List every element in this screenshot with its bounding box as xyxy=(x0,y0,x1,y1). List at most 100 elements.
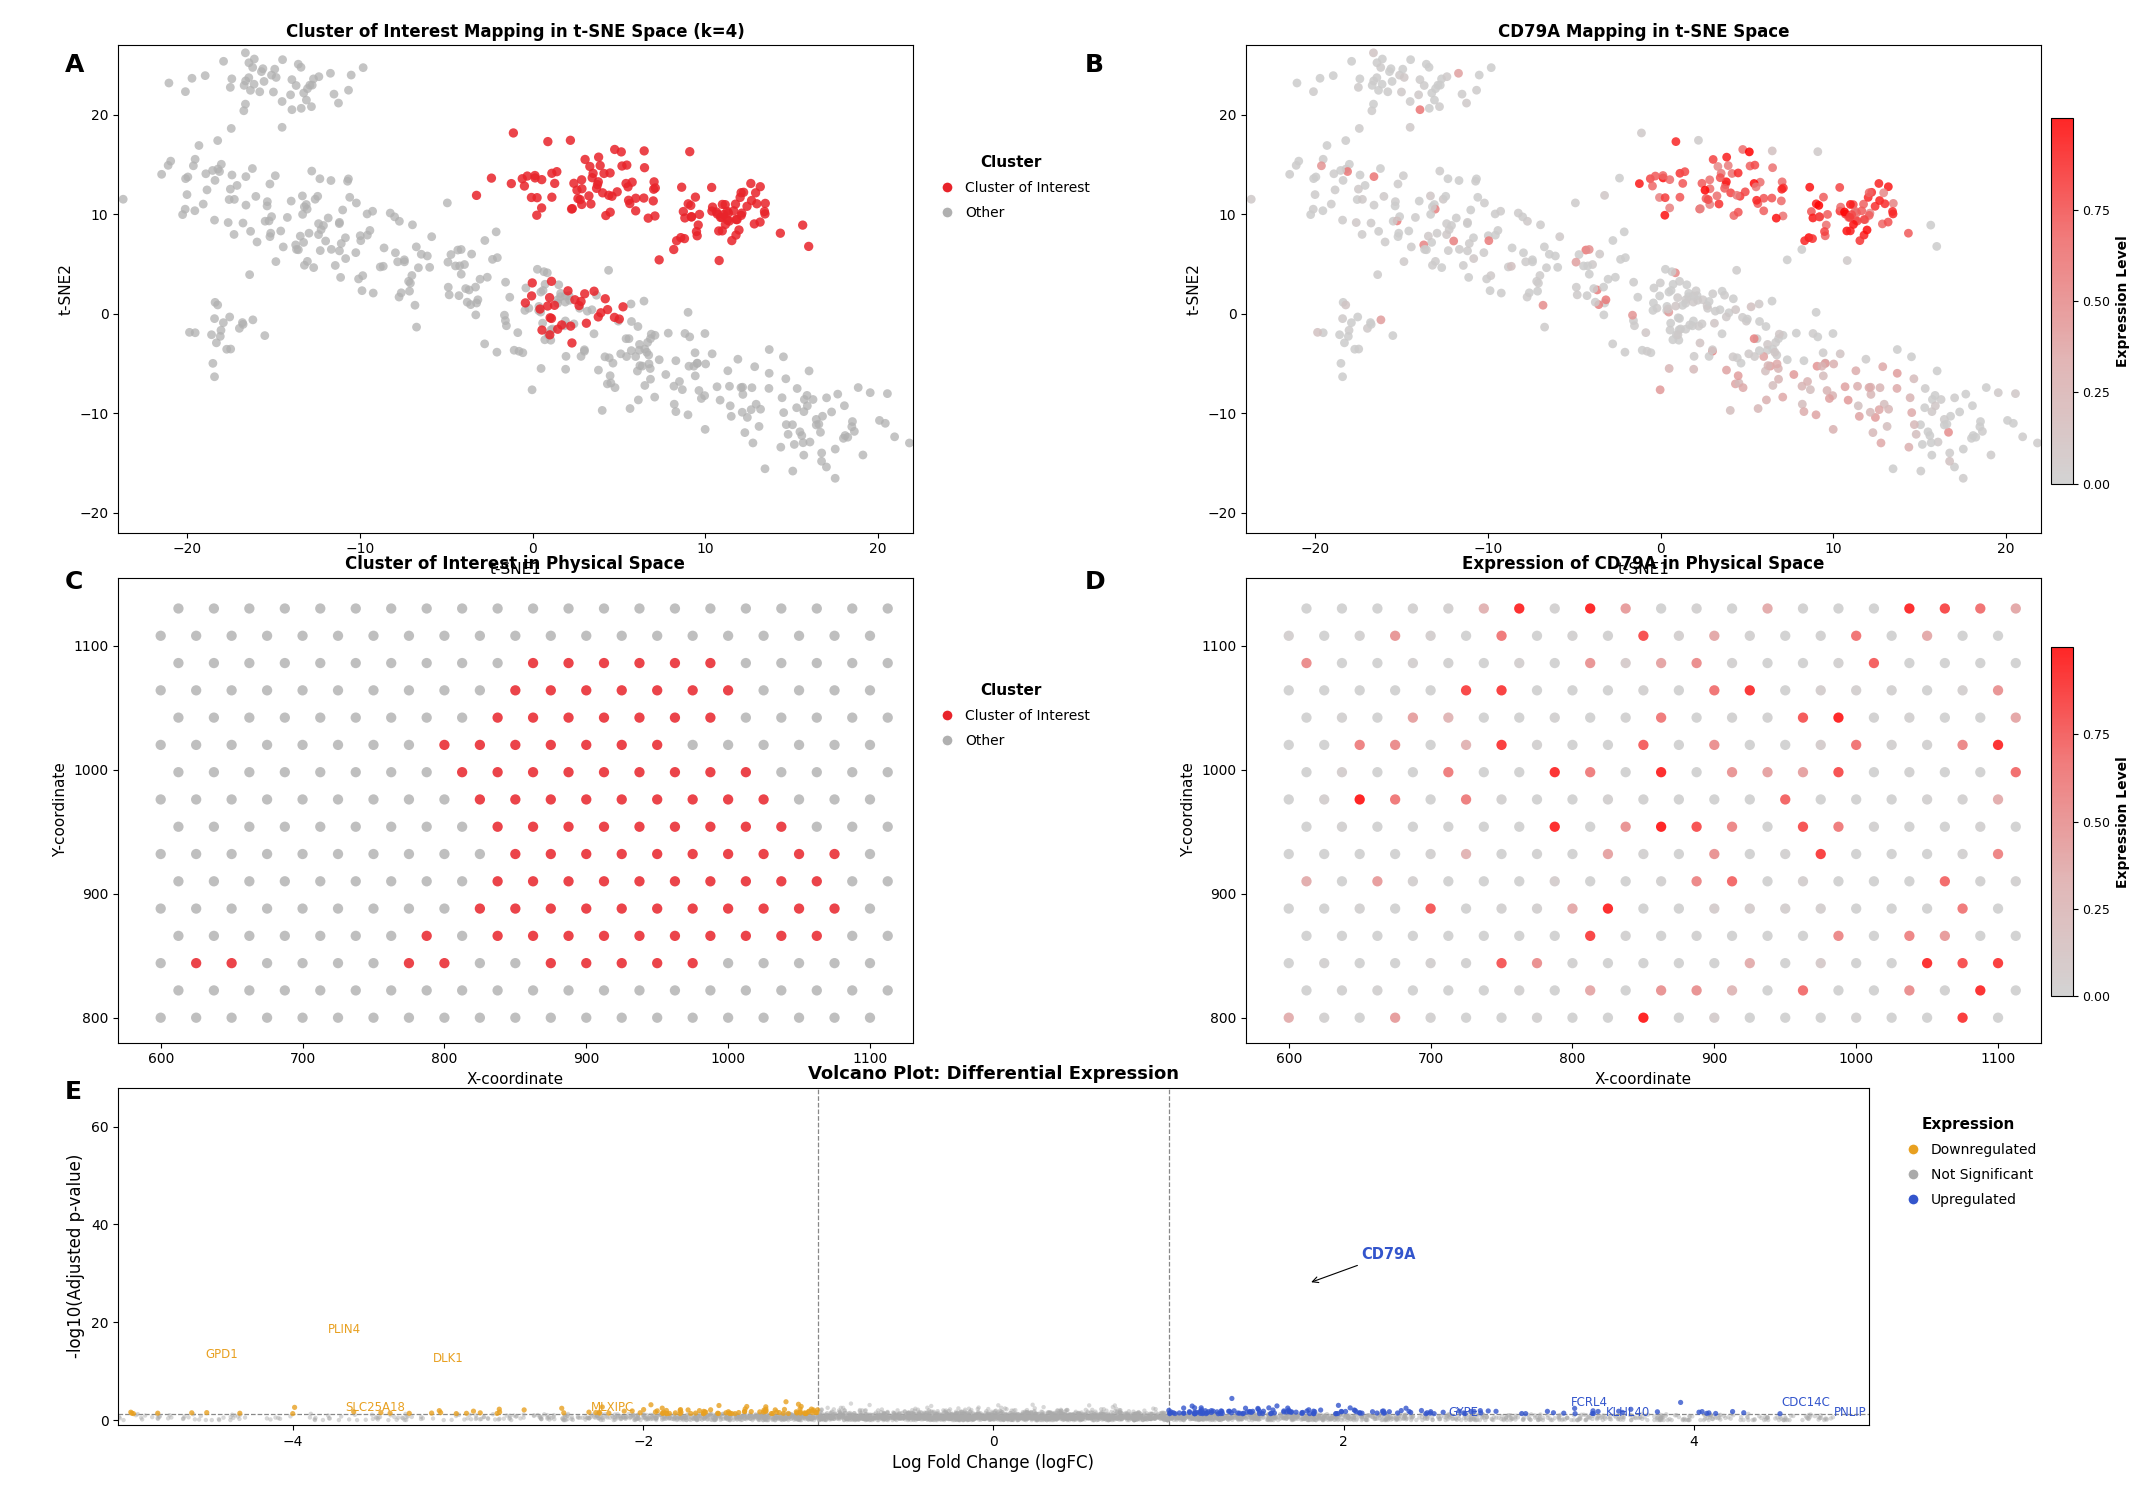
Point xyxy=(533,1005,567,1029)
Point xyxy=(1572,237,1607,261)
Point xyxy=(172,321,206,345)
Point xyxy=(657,870,692,894)
Point xyxy=(906,1402,941,1426)
Point xyxy=(215,788,249,812)
Point xyxy=(1388,1404,1422,1428)
Point xyxy=(1366,46,1400,70)
Point xyxy=(1467,190,1501,214)
Point xyxy=(810,1404,844,1428)
Point xyxy=(894,1402,928,1426)
Point xyxy=(1293,1408,1327,1432)
Point xyxy=(1119,1408,1153,1432)
Point xyxy=(1220,1406,1254,1429)
Point xyxy=(1370,1408,1405,1432)
Point xyxy=(1224,1402,1259,1426)
Point xyxy=(604,734,638,758)
Point xyxy=(1100,1406,1134,1429)
Point xyxy=(468,332,503,356)
Point xyxy=(178,897,213,921)
Point xyxy=(803,1408,838,1432)
Point xyxy=(1544,1402,1579,1426)
Point xyxy=(1665,171,1699,195)
Point xyxy=(1469,267,1504,291)
Point xyxy=(634,1402,668,1426)
Y-axis label: Expression Level: Expression Level xyxy=(2116,756,2131,888)
Point xyxy=(1847,224,1882,248)
Point xyxy=(1035,1402,1070,1426)
Point xyxy=(1138,1404,1173,1428)
Point xyxy=(1287,1407,1321,1431)
Point xyxy=(782,1406,816,1429)
Point xyxy=(894,1404,928,1428)
Point xyxy=(1257,1402,1291,1426)
Point xyxy=(1035,1406,1070,1429)
Point xyxy=(898,1402,932,1426)
Point xyxy=(1153,1402,1188,1426)
Point xyxy=(1693,1404,1727,1428)
Point xyxy=(1059,1400,1093,1423)
Point xyxy=(1029,1407,1063,1431)
Point xyxy=(891,1407,926,1431)
Point xyxy=(711,678,745,702)
Point xyxy=(1003,1406,1037,1429)
Point xyxy=(973,1407,1007,1431)
Point xyxy=(732,1404,767,1428)
Point xyxy=(975,1404,1010,1428)
Point xyxy=(1712,302,1746,326)
Point xyxy=(833,1392,868,1416)
Point xyxy=(657,760,692,784)
Point xyxy=(855,1408,889,1432)
Point xyxy=(1379,1406,1413,1429)
Point xyxy=(1433,1402,1467,1426)
Point xyxy=(1796,206,1830,230)
Point xyxy=(606,296,640,320)
Point xyxy=(374,760,408,784)
Point xyxy=(900,1407,934,1431)
Point xyxy=(657,1406,692,1429)
Point xyxy=(831,1404,866,1428)
Point xyxy=(492,1406,526,1429)
Point xyxy=(743,1404,778,1428)
Point xyxy=(947,1406,982,1429)
Point xyxy=(1289,1407,1323,1431)
Point xyxy=(816,1402,851,1426)
Point xyxy=(909,1407,943,1431)
Point xyxy=(219,174,253,198)
Point xyxy=(778,1404,812,1428)
Point xyxy=(174,66,208,90)
Point xyxy=(1319,1407,1353,1431)
Point xyxy=(455,242,490,266)
Point xyxy=(1506,1407,1540,1431)
Point xyxy=(1340,1402,1375,1426)
Point xyxy=(797,1398,831,1422)
Point xyxy=(773,1407,808,1431)
Point xyxy=(902,1407,937,1431)
Point xyxy=(911,1401,945,1425)
Point xyxy=(780,1404,814,1428)
Point xyxy=(1663,951,1697,975)
Point xyxy=(1998,870,2032,894)
Point xyxy=(1761,1408,1796,1432)
Point xyxy=(947,1398,982,1422)
Point xyxy=(876,1401,911,1425)
Point xyxy=(253,225,288,249)
Point xyxy=(1076,1402,1111,1426)
Point xyxy=(1044,1402,1078,1426)
Point xyxy=(801,413,836,436)
Point xyxy=(973,1407,1007,1431)
Point xyxy=(984,1400,1018,1423)
Point xyxy=(1501,870,1536,894)
Point xyxy=(679,1404,713,1428)
Point xyxy=(178,147,213,171)
Point xyxy=(1433,217,1467,242)
Point xyxy=(1714,1407,1748,1431)
Point xyxy=(1035,1402,1070,1426)
Point xyxy=(700,200,735,223)
Point xyxy=(1532,243,1566,267)
Point xyxy=(975,1401,1010,1425)
Point xyxy=(739,1406,773,1429)
Point xyxy=(1192,1406,1227,1429)
Point xyxy=(1093,1404,1128,1428)
Point xyxy=(1074,1406,1108,1429)
Point xyxy=(1035,1407,1070,1431)
